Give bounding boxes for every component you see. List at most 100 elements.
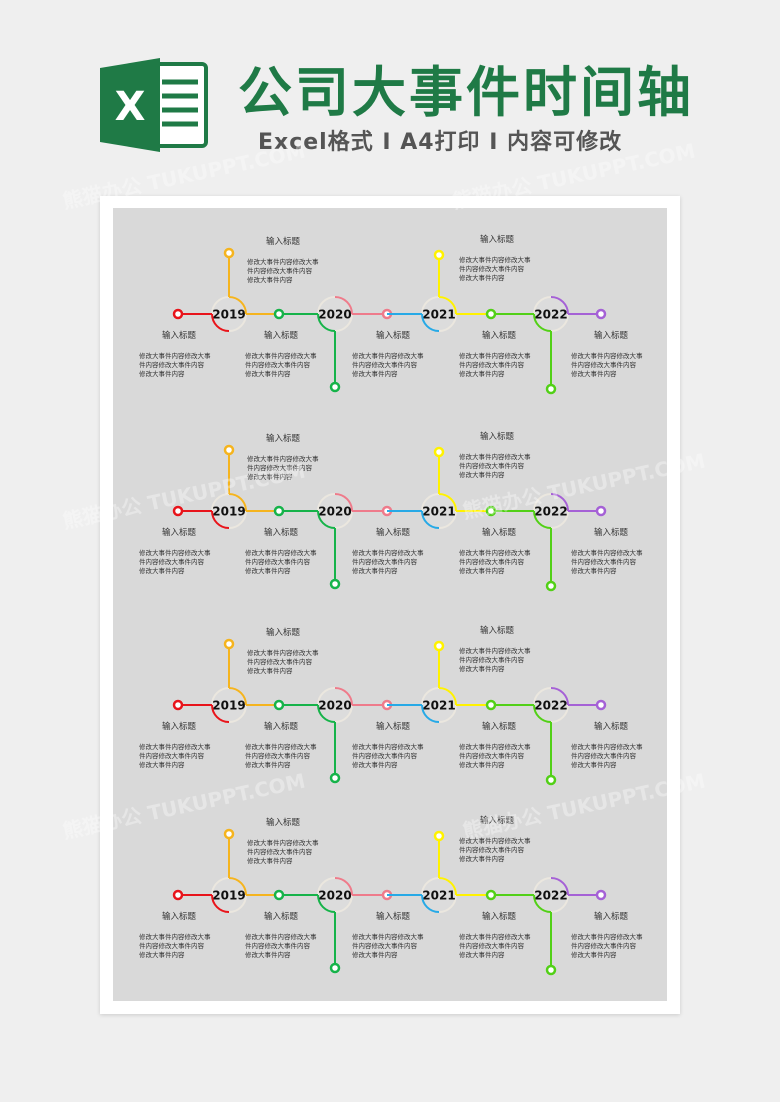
year-label: 2022	[534, 505, 567, 519]
milestone-dot	[433, 830, 445, 842]
milestone-dot	[273, 505, 285, 517]
event-description: 修改大事件内容修改大事	[459, 646, 531, 655]
milestone-dot	[172, 889, 184, 901]
timeline-row: 2019 2020 2021 2022输入标题修改大事件内容修改大事件内容修改大事件内…	[139, 234, 643, 395]
event-description: 修改大事件内容修改大事	[245, 351, 317, 360]
milestone-dot	[433, 249, 445, 261]
timeline-arc	[317, 704, 336, 723]
event-description: 件内容修改大事件内容	[139, 557, 205, 566]
year-label: 2020	[318, 699, 351, 713]
year-label: 2022	[534, 699, 567, 713]
event-description: 修改大事件内容	[571, 950, 617, 959]
event-title: 输入标题	[266, 433, 301, 444]
event-description: 修改大事件内容修改大事	[245, 548, 317, 557]
event-description: 修改大事件内容	[139, 369, 185, 378]
event-description: 修改大事件内容修改大事	[245, 742, 317, 751]
timeline-row: 2019 2020 2021 2022输入标题修改大事件内容修改大事件内容修改大事件内…	[139, 625, 643, 786]
milestone-dot	[485, 308, 497, 320]
event-description: 修改大事件内容	[245, 566, 291, 575]
event-description: 件内容修改大事件内容	[571, 751, 637, 760]
milestone-dot	[595, 889, 607, 901]
year-label: 2019	[212, 505, 245, 519]
event-description: 修改大事件内容	[352, 369, 398, 378]
event-description: 件内容修改大事件内容	[139, 941, 205, 950]
timeline-arc	[334, 493, 353, 512]
event-description: 修改大事件内容修改大事	[571, 932, 643, 941]
event-description: 修改大事件内容	[459, 273, 505, 282]
event-title: 输入标题	[264, 330, 299, 341]
event-description: 修改大事件内容修改大事	[139, 548, 211, 557]
event-description: 件内容修改大事件内容	[459, 264, 525, 273]
event-description: 修改大事件内容	[571, 760, 617, 769]
event-title: 输入标题	[482, 527, 517, 538]
event-description: 修改大事件内容修改大事	[247, 257, 319, 266]
milestone-dot	[485, 505, 497, 517]
event-description: 修改大事件内容	[459, 566, 505, 575]
event-description: 件内容修改大事件内容	[352, 941, 418, 950]
event-title: 输入标题	[376, 330, 411, 341]
event-description: 修改大事件内容	[247, 856, 293, 865]
event-description: 修改大事件内容修改大事	[571, 351, 643, 360]
event-title: 输入标题	[376, 721, 411, 732]
milestone-dot	[172, 699, 184, 711]
event-description: 件内容修改大事件内容	[459, 751, 525, 760]
milestone-dot	[223, 247, 235, 259]
milestone-dot	[329, 772, 341, 784]
timeline-arc	[421, 704, 440, 723]
event-title: 输入标题	[162, 330, 197, 341]
timeline-arc	[211, 313, 230, 332]
milestone-dot	[595, 505, 607, 517]
event-title: 输入标题	[264, 527, 299, 538]
event-description: 修改大事件内容修改大事	[459, 836, 531, 845]
milestone-dot	[223, 444, 235, 456]
event-description: 修改大事件内容	[459, 854, 505, 863]
timeline-arc	[438, 877, 457, 896]
event-description: 件内容修改大事件内容	[352, 751, 418, 760]
timeline-arc	[533, 894, 552, 913]
event-description: 件内容修改大事件内容	[139, 360, 205, 369]
event-description: 修改大事件内容	[352, 760, 398, 769]
timeline-arc	[550, 687, 569, 706]
year-label: 2022	[534, 889, 567, 903]
timeline-arc	[334, 877, 353, 896]
event-description: 修改大事件内容修改大事	[352, 932, 424, 941]
event-description: 修改大事件内容修改大事	[247, 838, 319, 847]
timeline-arc	[228, 687, 247, 706]
event-description: 修改大事件内容修改大事	[459, 351, 531, 360]
milestone-dot	[485, 699, 497, 711]
event-description: 件内容修改大事件内容	[245, 941, 311, 950]
event-title: 输入标题	[594, 527, 629, 538]
event-description: 修改大事件内容	[139, 950, 185, 959]
event-description: 修改大事件内容修改大事	[459, 452, 531, 461]
timeline-arc	[438, 493, 457, 512]
event-description: 修改大事件内容	[352, 566, 398, 575]
event-description: 修改大事件内容修改大事	[139, 932, 211, 941]
event-description: 件内容修改大事件内容	[571, 941, 637, 950]
timeline-arc	[550, 493, 569, 512]
event-description: 修改大事件内容	[247, 472, 293, 481]
timeline-row: 2019 2020 2021 2022输入标题修改大事件内容修改大事件内容修改大事件内…	[139, 431, 643, 592]
event-title: 输入标题	[594, 721, 629, 732]
event-description: 件内容修改大事件内容	[245, 751, 311, 760]
timeline-arc	[550, 877, 569, 896]
event-description: 修改大事件内容修改大事	[245, 932, 317, 941]
timeline-arc	[334, 687, 353, 706]
timeline-row: 2019 2020 2021 2022输入标题修改大事件内容修改大事件内容修改大事件内…	[139, 815, 643, 976]
event-description: 件内容修改大事件内容	[459, 557, 525, 566]
event-title: 输入标题	[480, 234, 515, 245]
year-label: 2019	[212, 889, 245, 903]
milestone-dot	[329, 381, 341, 393]
year-label: 2021	[422, 308, 455, 322]
milestone-dot	[223, 638, 235, 650]
page-subtitle: Excel格式 I A4打印 I 内容可修改	[258, 130, 623, 155]
milestone-dot	[595, 308, 607, 320]
event-description: 件内容修改大事件内容	[245, 360, 311, 369]
event-description: 件内容修改大事件内容	[247, 266, 313, 275]
year-label: 2021	[422, 505, 455, 519]
event-description: 修改大事件内容	[245, 760, 291, 769]
event-description: 件内容修改大事件内容	[571, 557, 637, 566]
event-description: 修改大事件内容	[139, 566, 185, 575]
timeline-arc	[317, 894, 336, 913]
milestone-dot	[329, 962, 341, 974]
